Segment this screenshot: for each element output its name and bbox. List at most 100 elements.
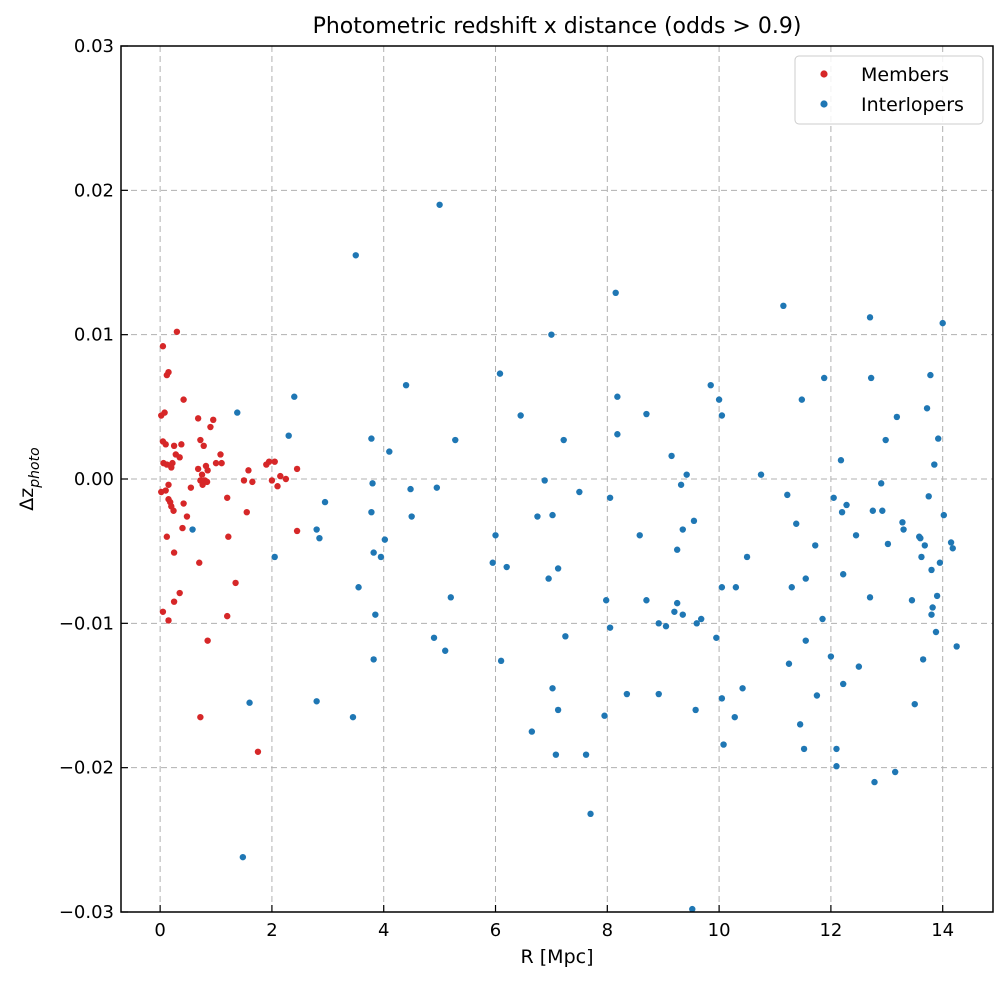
data-point-interlopers (408, 513, 415, 520)
data-point-interlopers (541, 477, 548, 484)
data-point-interlopers (623, 690, 631, 698)
data-point-interlopers (370, 549, 377, 556)
data-point-members (224, 612, 231, 620)
data-point-members (207, 423, 214, 431)
data-point-interlopers (707, 381, 714, 389)
x-tick-label: 6 (490, 920, 501, 941)
data-point-interlopers (855, 663, 863, 670)
data-point-members (165, 481, 172, 488)
data-point-interlopers (839, 680, 847, 688)
data-point-members (165, 617, 172, 624)
y-tick-label: 0.02 (74, 180, 114, 201)
data-point-members (271, 458, 278, 465)
data-point-interlopers (683, 471, 690, 478)
data-point-interlopers (953, 643, 960, 650)
data-point-interlopers (549, 511, 556, 519)
data-point-members (293, 465, 301, 473)
data-point-members (170, 442, 178, 450)
data-point-interlopers (368, 435, 375, 442)
data-point-interlopers (496, 370, 504, 377)
data-point-members (159, 343, 167, 350)
data-point-interlopers (911, 700, 918, 708)
data-point-interlopers (430, 634, 438, 641)
data-point-interlopers (936, 559, 944, 566)
x-tick-label: 12 (819, 920, 842, 941)
data-point-interlopers (690, 517, 698, 525)
data-point-members (159, 608, 167, 615)
data-point-interlopers (673, 546, 681, 553)
data-point-interlopers (780, 302, 787, 309)
data-point-interlopers (698, 615, 705, 623)
data-point-interlopers (679, 526, 686, 533)
data-point-interlopers (497, 657, 505, 665)
data-point-interlopers (921, 542, 929, 549)
y-tick-label: 0.01 (74, 325, 114, 346)
data-point-interlopers (655, 620, 662, 627)
x-axis-label: R [Mpc] (521, 946, 594, 968)
data-point-members (265, 458, 273, 465)
data-point-members (217, 451, 224, 458)
data-point-interlopers (614, 393, 621, 400)
data-point-interlopers (189, 526, 196, 533)
data-point-interlopers (442, 647, 449, 654)
data-point-interlopers (785, 660, 793, 667)
data-point-interlopers (601, 712, 608, 719)
data-point-interlopers (313, 698, 320, 705)
data-point-members (203, 478, 211, 486)
y-tick-label: −0.02 (59, 758, 114, 779)
x-tick-label: 2 (266, 920, 277, 941)
data-point-interlopers (812, 542, 819, 549)
data-point-interlopers (929, 604, 936, 611)
data-point-interlopers (839, 571, 847, 578)
data-point-interlopers (239, 853, 247, 861)
data-point-interlopers (718, 695, 726, 702)
data-point-members (161, 409, 168, 416)
data-point-members (165, 368, 172, 376)
data-point-interlopers (643, 597, 650, 604)
y-tick-label: −0.01 (59, 613, 114, 634)
data-point-interlopers (715, 396, 723, 403)
data-point-interlopers (925, 493, 932, 500)
data-point-members (163, 533, 171, 540)
data-point-interlopers (918, 553, 925, 561)
data-point-interlopers (852, 532, 860, 539)
data-point-members (169, 459, 176, 467)
data-point-members (162, 441, 169, 448)
legend-label-interlopers: Interlopers (861, 94, 964, 116)
data-point-members (268, 477, 276, 484)
y-tick-label: 0.00 (74, 469, 114, 490)
chart-title: Photometric redshift x distance (odds > … (313, 14, 802, 39)
grid-lines (121, 46, 993, 912)
data-point-members (170, 507, 177, 514)
data-point-interlopers (947, 539, 955, 546)
data-point-interlopers (718, 412, 726, 419)
data-point-members (194, 465, 202, 473)
data-point-interlopers (602, 597, 610, 604)
data-point-members (197, 713, 204, 721)
data-point-interlopers (867, 374, 875, 382)
y-tick-label: 0.03 (74, 36, 114, 57)
data-point-interlopers (919, 656, 927, 663)
data-point-interlopers (352, 252, 359, 259)
data-point-members (196, 559, 203, 566)
data-point-interlopers (743, 553, 751, 561)
data-point-interlopers (843, 501, 850, 509)
y-axis-label-subscript: photo (27, 447, 43, 488)
data-point-interlopers (370, 656, 377, 663)
data-point-interlopers (802, 575, 809, 582)
data-point-members (277, 472, 284, 480)
data-point-interlopers (554, 706, 562, 714)
legend-marker-interlopers (820, 100, 828, 108)
data-point-interlopers (436, 201, 443, 208)
plot-frame (120, 45, 994, 913)
data-point-interlopers (866, 594, 874, 601)
data-point-members (240, 477, 248, 484)
data-point-interlopers (368, 508, 375, 516)
y-axis-label: Δzphoto (16, 447, 43, 510)
data-point-interlopers (554, 565, 562, 572)
data-point-members (200, 442, 207, 450)
data-point-members (194, 415, 202, 422)
legend: Members Interlopers (794, 55, 984, 125)
data-point-interlopers (798, 396, 806, 403)
